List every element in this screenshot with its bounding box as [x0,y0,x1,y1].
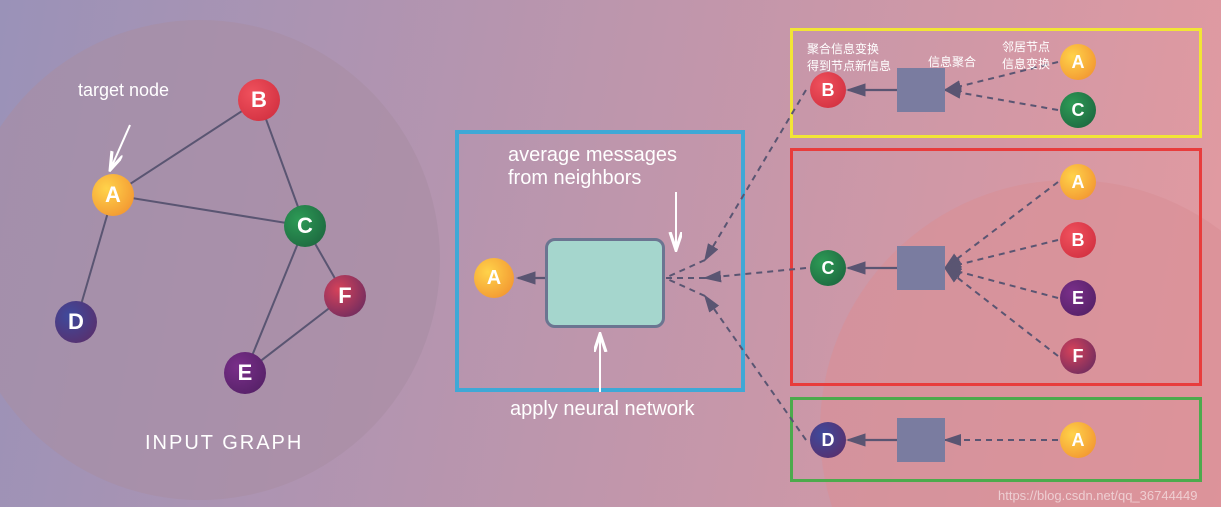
green-out-D: D [810,422,846,458]
label-target-node: target node [78,80,169,101]
green-agg-box [897,418,945,462]
red-in-A-label: A [1072,172,1085,193]
center-node-A-label: A [487,267,501,290]
red-in-B-label: B [1072,230,1085,251]
green-in-A-label: A [1072,430,1085,451]
graph-node-B: B [238,79,280,121]
yellow-in-A: A [1060,44,1096,80]
red-in-E-label: E [1072,288,1084,309]
graph-node-E-label: E [238,360,253,386]
green-out-D-label: D [822,430,835,451]
yellow-in-C-label: C [1072,100,1085,121]
yellow-in-C: C [1060,92,1096,128]
red-agg-box [897,246,945,290]
label-cn-neighbor-transform: 邻居节点 信息变换 [1002,38,1050,72]
graph-node-A-label: A [105,182,121,208]
yellow-out-B: B [810,72,846,108]
center-node-A: A [474,258,514,298]
center-nn-box [545,238,665,328]
graph-node-C: C [284,205,326,247]
graph-node-F-label: F [338,283,351,309]
yellow-out-B-label: B [822,80,835,101]
red-in-F: F [1060,338,1096,374]
graph-node-D-label: D [68,309,84,335]
graph-node-A: A [92,174,134,216]
graph-node-E: E [224,352,266,394]
panel-green [790,397,1202,482]
graph-node-C-label: C [297,213,313,239]
label-input-graph: INPUT GRAPH [145,432,303,455]
label-apply-nn: apply neural network [510,398,695,421]
graph-node-D: D [55,301,97,343]
red-in-E: E [1060,280,1096,316]
red-in-B: B [1060,222,1096,258]
label-cn-agg-transform: 聚合信息变换 得到节点新信息 [807,40,891,74]
yellow-agg-box [897,68,945,112]
red-in-F-label: F [1073,346,1084,367]
red-out-C-label: C [822,258,835,279]
red-in-A: A [1060,164,1096,200]
graph-node-F: F [324,275,366,317]
label-cn-info-aggregate: 信息聚合 [928,53,976,70]
graph-node-B-label: B [251,87,267,113]
red-out-C: C [810,250,846,286]
yellow-in-A-label: A [1072,52,1085,73]
panel-red [790,148,1202,386]
label-avg-messages: average messages from neighbors [508,144,677,190]
watermark: https://blog.csdn.net/qq_36744449 [998,488,1198,503]
green-in-A: A [1060,422,1096,458]
